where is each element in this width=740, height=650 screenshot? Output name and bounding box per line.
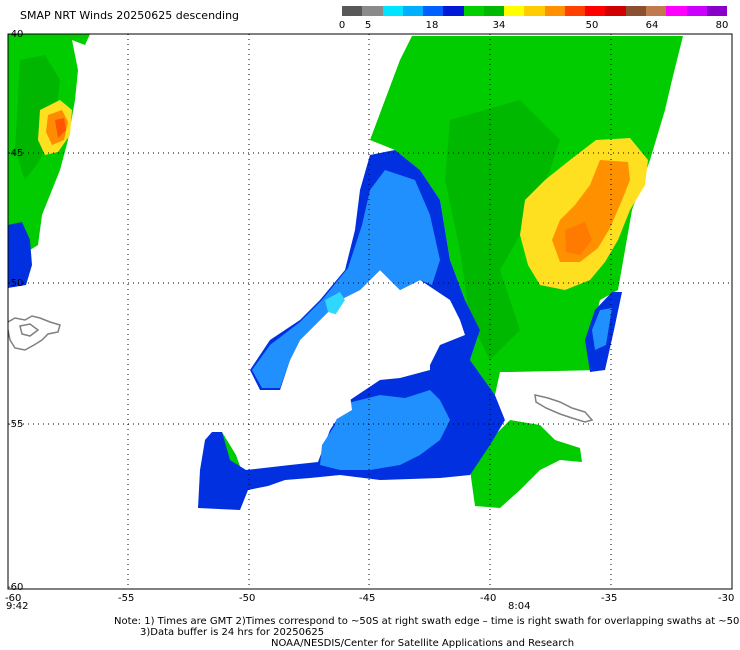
y-axis-label: -40 [7, 29, 23, 40]
left-swath [8, 34, 90, 288]
colorbar-segment [564, 6, 586, 16]
coastline-south-georgia [534, 394, 594, 423]
lower-green [470, 420, 582, 508]
left-swath-dark-green [15, 55, 60, 180]
colorbar-segment [524, 6, 545, 16]
x-axis-label: -60 [5, 593, 21, 604]
colorbar-segment [342, 6, 363, 16]
colorbar-segment [686, 6, 707, 16]
colorbar-segment [585, 6, 606, 16]
note-line-2: 3)Data buffer is 24 hrs for 20250625 [140, 627, 325, 638]
data-gap-lower [495, 372, 600, 430]
colorbar-segment [645, 6, 667, 16]
x-axis-label: -35 [601, 593, 617, 604]
colorbar-segment [423, 6, 444, 16]
note-line-3: NOAA/NESDIS/Center for Satellite Applica… [271, 638, 575, 649]
colorbar-segment [483, 6, 505, 16]
right-swath-dark-green [445, 100, 560, 360]
y-axis-label: -55 [7, 419, 23, 430]
colorbar-segment [463, 6, 484, 16]
y-axis-label: -50 [7, 278, 23, 289]
y-axis-label: -45 [7, 148, 23, 159]
map-frame [7, 33, 733, 590]
y-axis-label: -60 [7, 582, 23, 593]
swath-time-middle: 8:04 [508, 601, 531, 612]
colorbar-segment [544, 6, 565, 16]
right-swath-light-blue-edge [592, 308, 612, 350]
data-gap [318, 288, 465, 420]
wind-swaths [8, 34, 683, 510]
colorbar-segment [625, 6, 646, 16]
swath-time-left: 9:42 [6, 601, 29, 612]
x-axis-label: -40 [480, 593, 496, 604]
central-light-blue [252, 170, 440, 388]
colorbar-tick: 18 [425, 20, 439, 31]
colorbar-segment [706, 6, 728, 16]
high-wind-deep-orange [565, 222, 592, 255]
right-swath [198, 36, 683, 510]
colorbar-tick: 5 [364, 20, 372, 31]
map-title: SMAP NRT Winds 20250625 descending [20, 9, 240, 22]
colorbar-segment [605, 6, 626, 16]
colorbar-segment [402, 6, 424, 16]
note-line-1: Note: 1) Times are GMT 2)Times correspon… [114, 616, 740, 627]
colorbar [342, 6, 728, 16]
colorbar-segment [382, 6, 403, 16]
x-axis-label: -30 [718, 593, 734, 604]
x-axis-label: -45 [359, 593, 375, 604]
colorbar-segment [666, 6, 687, 16]
left-swath-red [55, 118, 66, 138]
colorbar-tick: 34 [492, 20, 506, 31]
x-axis-label: -55 [118, 593, 134, 604]
coastline-falklands [8, 315, 61, 351]
colorbar-segment [362, 6, 383, 16]
colorbar-segment [443, 6, 464, 16]
colorbar-segment [504, 6, 525, 16]
x-axis-label: -50 [239, 593, 255, 604]
gridlines [8, 34, 732, 589]
colorbar-tick: 0 [338, 20, 346, 31]
colorbar-tick: 50 [585, 20, 599, 31]
colorbar-tick: 64 [645, 20, 659, 31]
lower-light-blue [320, 390, 450, 470]
left-swath-blue [8, 222, 32, 288]
coastlines [8, 315, 594, 423]
colorbar-tick: 80 [715, 20, 729, 31]
coastline-falklands-inner [19, 323, 40, 337]
